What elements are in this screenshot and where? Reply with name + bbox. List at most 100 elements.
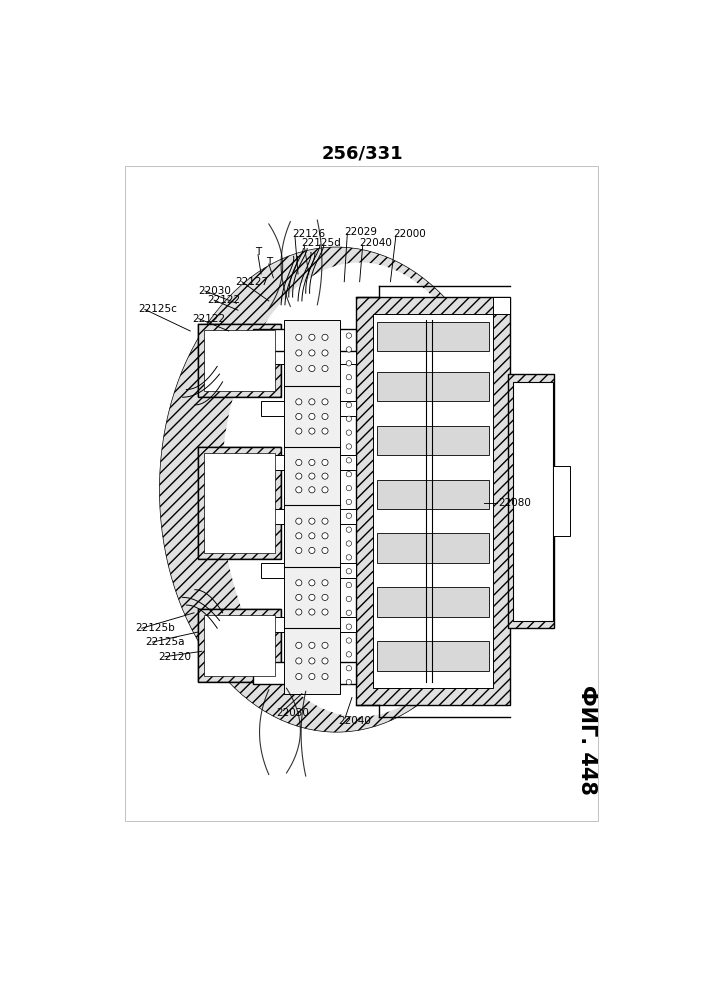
- Circle shape: [346, 638, 351, 643]
- Circle shape: [309, 350, 315, 356]
- Circle shape: [296, 350, 302, 356]
- Circle shape: [322, 334, 328, 340]
- Circle shape: [346, 499, 351, 505]
- Circle shape: [346, 361, 351, 366]
- Circle shape: [309, 399, 315, 405]
- Circle shape: [309, 473, 315, 479]
- Circle shape: [296, 487, 302, 493]
- Circle shape: [296, 609, 302, 615]
- Circle shape: [346, 541, 351, 546]
- Text: 22122: 22122: [192, 314, 225, 324]
- Circle shape: [309, 428, 315, 434]
- Circle shape: [296, 334, 302, 340]
- Circle shape: [322, 487, 328, 493]
- Bar: [261, 664, 356, 680]
- Bar: [204, 453, 275, 553]
- Text: 22125c: 22125c: [138, 304, 177, 314]
- Bar: [261, 455, 356, 470]
- Circle shape: [296, 547, 302, 554]
- Circle shape: [322, 642, 328, 648]
- Circle shape: [322, 413, 328, 420]
- Ellipse shape: [221, 262, 498, 717]
- Bar: [261, 349, 356, 364]
- Circle shape: [322, 473, 328, 479]
- Circle shape: [296, 673, 302, 680]
- Bar: [198, 324, 281, 397]
- Circle shape: [309, 518, 315, 524]
- Text: 22120: 22120: [158, 652, 191, 662]
- Bar: [261, 563, 356, 578]
- Circle shape: [309, 334, 315, 340]
- Text: 22040: 22040: [338, 716, 371, 726]
- Circle shape: [309, 533, 315, 539]
- Circle shape: [309, 487, 315, 493]
- Bar: [377, 322, 489, 351]
- Circle shape: [346, 485, 351, 491]
- Text: 22029: 22029: [344, 227, 378, 237]
- Circle shape: [346, 444, 351, 449]
- Circle shape: [346, 402, 351, 408]
- Circle shape: [346, 555, 351, 560]
- Circle shape: [322, 658, 328, 664]
- Circle shape: [296, 459, 302, 466]
- Circle shape: [296, 642, 302, 648]
- Circle shape: [346, 374, 351, 380]
- Text: T: T: [266, 257, 272, 267]
- Circle shape: [296, 428, 302, 434]
- Circle shape: [346, 596, 351, 602]
- Circle shape: [346, 388, 351, 394]
- Circle shape: [322, 547, 328, 554]
- Circle shape: [296, 658, 302, 664]
- Circle shape: [346, 472, 351, 477]
- Circle shape: [346, 527, 351, 532]
- Text: 22030: 22030: [198, 286, 230, 296]
- Circle shape: [309, 658, 315, 664]
- Bar: [261, 617, 356, 632]
- Text: 22122: 22122: [207, 295, 240, 305]
- Circle shape: [346, 458, 351, 463]
- Circle shape: [322, 533, 328, 539]
- Text: T: T: [255, 247, 261, 257]
- Ellipse shape: [160, 247, 514, 732]
- Circle shape: [309, 594, 315, 600]
- Bar: [198, 609, 281, 682]
- Circle shape: [309, 365, 315, 372]
- Circle shape: [346, 333, 351, 338]
- Circle shape: [296, 473, 302, 479]
- Circle shape: [296, 413, 302, 420]
- Bar: [493, 297, 510, 314]
- Circle shape: [296, 365, 302, 372]
- Bar: [204, 615, 275, 676]
- Circle shape: [322, 594, 328, 600]
- Bar: [261, 509, 356, 524]
- Bar: [377, 480, 489, 509]
- Text: 22125a: 22125a: [146, 637, 185, 647]
- Circle shape: [322, 365, 328, 372]
- Circle shape: [296, 580, 302, 586]
- Circle shape: [322, 518, 328, 524]
- Circle shape: [346, 513, 351, 518]
- Circle shape: [346, 624, 351, 629]
- Circle shape: [322, 399, 328, 405]
- Bar: [513, 382, 553, 620]
- Circle shape: [322, 673, 328, 680]
- Circle shape: [309, 609, 315, 615]
- Circle shape: [346, 347, 351, 352]
- Circle shape: [296, 594, 302, 600]
- Circle shape: [309, 413, 315, 420]
- Bar: [198, 609, 281, 682]
- Circle shape: [309, 673, 315, 680]
- Circle shape: [346, 679, 351, 685]
- Bar: [253, 662, 356, 684]
- Circle shape: [296, 518, 302, 524]
- Text: 22040: 22040: [360, 238, 392, 248]
- Bar: [198, 447, 281, 559]
- Text: 22127: 22127: [235, 277, 268, 287]
- Bar: [553, 466, 570, 536]
- Bar: [508, 374, 554, 628]
- Bar: [377, 587, 489, 617]
- Bar: [204, 330, 275, 391]
- Bar: [125, 166, 598, 821]
- Text: 22000: 22000: [393, 229, 426, 239]
- Circle shape: [346, 610, 351, 615]
